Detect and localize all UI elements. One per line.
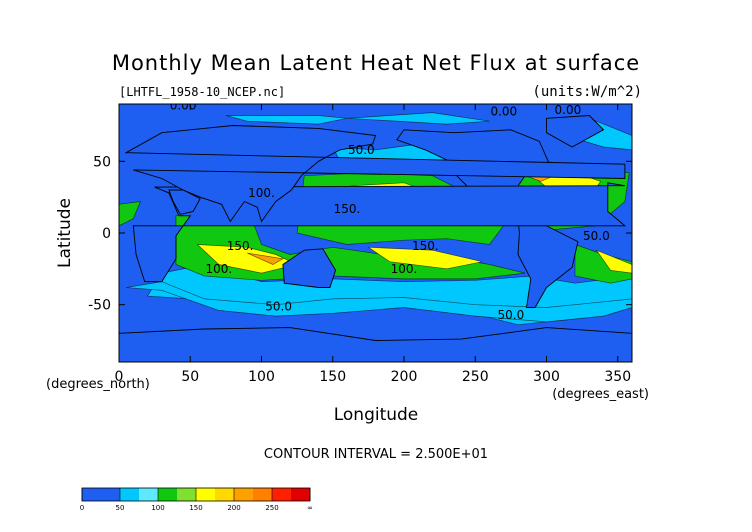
contour-label: 50.0 xyxy=(348,143,375,157)
contour-label: 50.0 xyxy=(498,308,525,322)
file-label: [LHTFL_1958-10_NCEP.nc] xyxy=(119,85,285,99)
land-australia xyxy=(282,248,337,288)
colorbar-tick-label: 150 xyxy=(189,504,202,512)
x-tick-label: 350 xyxy=(604,369,631,385)
land-antarctica xyxy=(119,327,632,362)
chart-title: Monthly Mean Latent Heat Net Flux at sur… xyxy=(112,51,640,75)
contour-interval: CONTOUR INTERVAL = 2.500E+01 xyxy=(264,447,488,462)
colorbar-tick-label: 100 xyxy=(151,504,164,512)
units-label: (units:W/m^2) xyxy=(532,84,642,100)
y-axis-label: Latitude xyxy=(55,198,75,268)
flux-region-green xyxy=(119,201,141,227)
flux-region-orange xyxy=(247,252,284,265)
flux-region-cyan xyxy=(126,281,632,323)
flux-region-cyan xyxy=(225,115,348,125)
land-masks xyxy=(119,115,632,362)
colorbar-swatch xyxy=(234,488,254,501)
flux-region-yellow xyxy=(367,246,483,270)
x-tick-label: 150 xyxy=(319,369,346,385)
contour-label: 0.00 xyxy=(170,99,197,113)
colorbar-tick-label: 250 xyxy=(265,504,278,512)
x-tick-label: 300 xyxy=(533,369,560,385)
colorbar-tick-label: 50 xyxy=(116,504,125,512)
colorbar-swatch xyxy=(196,488,216,501)
contour-label: 150. xyxy=(334,202,361,216)
contour-label: 150. xyxy=(227,239,254,253)
colorbar-swatch xyxy=(139,488,159,501)
x-tick-label: 200 xyxy=(391,369,418,385)
y-axis-ticks: -50 0 50 xyxy=(88,154,632,314)
contour-label: 100. xyxy=(248,186,275,200)
colorbar-swatch xyxy=(120,488,140,501)
x-tick-label: 250 xyxy=(462,369,489,385)
y-tick-label: 50 xyxy=(93,154,111,170)
colorbar-swatch xyxy=(253,488,273,501)
contour-label: 150. xyxy=(412,239,439,253)
y-tick-label: 0 xyxy=(102,226,111,242)
colorbar-swatch xyxy=(291,488,311,501)
x-axis-ticks: 0 50 100 150 200 250 300 350 xyxy=(115,104,631,385)
land-africa xyxy=(132,182,627,283)
colorbar-tick-label: ∞ xyxy=(307,504,313,512)
contour-label: 50.0 xyxy=(265,299,292,313)
contour-label: 50.0 xyxy=(583,229,610,243)
flux-region-yellow xyxy=(595,249,632,274)
x-axis-unit: (degrees_east) xyxy=(552,387,649,402)
colorbar-swatch xyxy=(158,488,178,501)
land-greenland xyxy=(546,115,605,148)
contour-label: 0.00 xyxy=(555,103,582,117)
plot-area: 0.00 0.00 0.00 50.0 100. 150. 150. 150. 100. 100.… xyxy=(119,99,632,362)
contour-label: 0.00 xyxy=(490,105,517,119)
land-arabia xyxy=(168,189,201,215)
colorbar-swatch xyxy=(101,488,121,501)
x-tick-label: 100 xyxy=(248,369,275,385)
contour-labels: 0.00 0.00 0.00 50.0 100. 150. 150. 150. 100. 100.… xyxy=(170,99,610,322)
colorbar-swatch xyxy=(272,488,292,501)
y-axis-unit: (degrees_north) xyxy=(46,377,150,392)
land-eurasia xyxy=(124,125,626,223)
flux-region-cyan xyxy=(346,112,490,125)
colorbar-swatch xyxy=(177,488,197,501)
x-tick-label: 0 xyxy=(115,369,124,385)
colorbar: 0 50 100 150 200 250 ∞ xyxy=(80,487,313,512)
colorbar-swatch xyxy=(215,488,235,501)
colorbar-swatch xyxy=(82,488,102,501)
colorbar-tick-label: 0 xyxy=(80,504,84,512)
colorbar-tick-label: 200 xyxy=(227,504,240,512)
land-south-america xyxy=(517,218,579,308)
x-tick-label: 50 xyxy=(181,369,199,385)
x-axis-label: Longitude xyxy=(334,405,419,425)
y-tick-label: -50 xyxy=(88,298,111,314)
contour-label: 100. xyxy=(391,262,418,276)
contour-label: 100. xyxy=(205,262,232,276)
